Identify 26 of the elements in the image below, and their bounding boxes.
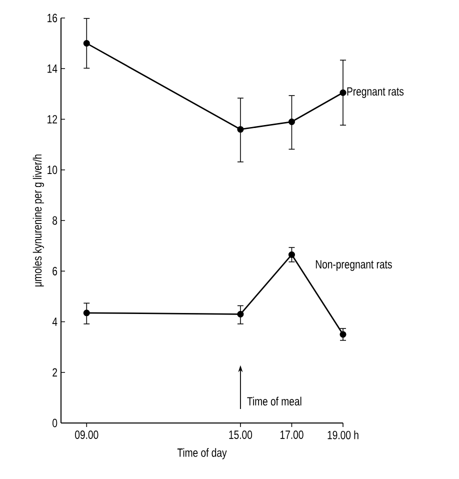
y-tick-label: 14 (48, 64, 58, 73)
y-tick-label: 6 (52, 266, 58, 276)
x-tick-label: 17.00 (280, 430, 304, 439)
y-tick-label: 0 (52, 418, 58, 428)
series-label: Pregnant rats (347, 87, 404, 98)
y-axis-title: μmoles kynurenine per g liver/h (32, 154, 44, 286)
y-tick-label: 10 (48, 166, 58, 174)
x-tick-label: 09.00 (75, 430, 98, 439)
point (288, 251, 296, 258)
point (288, 118, 296, 126)
x-tick-label: 15.00 (229, 430, 252, 439)
point (83, 310, 90, 316)
annotation: Time of meal (247, 396, 302, 406)
y-tick-label: 16 (48, 14, 58, 22)
point (340, 331, 346, 338)
y-tick-label: 4 (52, 318, 58, 326)
x-axis-title: Time of day (177, 448, 227, 460)
point (237, 126, 244, 133)
x-tick-label: 19.00 h (328, 430, 358, 440)
point (340, 89, 346, 96)
y-tick-label: 2 (52, 368, 58, 377)
y-tick-label: 12 (48, 115, 58, 124)
point (237, 310, 244, 318)
series-label: Non-pregnant rats (316, 260, 392, 271)
point (83, 40, 90, 47)
y-tick-label: 8 (52, 216, 58, 225)
